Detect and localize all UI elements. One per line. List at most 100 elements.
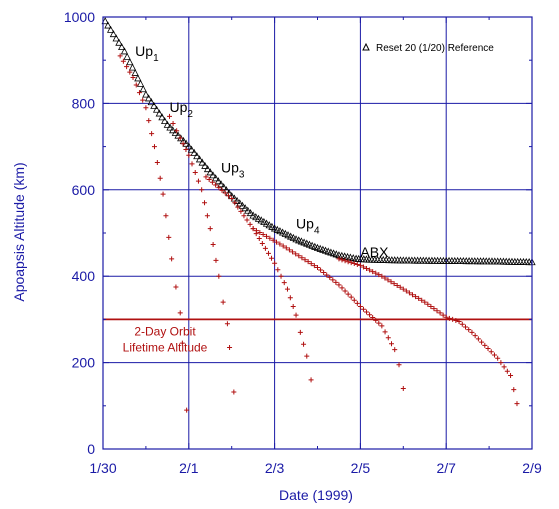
series-3-point-9 — [232, 200, 238, 206]
series-1-point-6 — [136, 90, 142, 96]
series-4-point-36 — [364, 309, 370, 315]
series-4-point-12 — [290, 249, 296, 255]
series-1-point-5 — [133, 82, 139, 88]
series-0-point-18 — [150, 101, 158, 109]
series-3-point-2 — [209, 179, 215, 185]
series-3-point-32 — [304, 353, 310, 359]
series-1-point-9 — [146, 118, 152, 124]
series-3-point-20 — [265, 250, 271, 256]
series-3-point-19 — [262, 245, 268, 251]
series-4-point-41 — [379, 323, 385, 329]
series-4-point-20 — [315, 265, 320, 271]
series-4-point-25 — [330, 277, 336, 283]
reference-line-label-1: Lifetime Altitude — [123, 340, 208, 354]
series-0-point-34 — [193, 152, 201, 160]
series-3-point-14 — [247, 221, 253, 227]
series-0-point-35 — [195, 155, 204, 163]
series-2-point-10 — [199, 187, 205, 193]
series-4-point-29 — [342, 288, 348, 294]
series-5-point-49 — [488, 349, 494, 355]
series-2-point-6 — [186, 152, 192, 158]
series-0-point-19 — [152, 105, 161, 113]
series-2-point-5 — [183, 146, 189, 152]
series-3-point-6 — [222, 190, 228, 196]
series-5-point-38 — [453, 317, 459, 323]
annotation-3: Up4 — [296, 216, 320, 237]
annotation-3-base: Up — [296, 216, 314, 232]
series-2-point-12 — [204, 213, 210, 219]
series-0-point-43 — [217, 180, 225, 188]
series-0-point-38 — [203, 165, 212, 173]
series-1-point-16 — [166, 234, 172, 240]
annotation-1: Up2 — [169, 99, 193, 120]
series-4-point-13 — [293, 251, 299, 257]
series-4-point-15 — [299, 255, 305, 261]
series-0-point-20 — [155, 109, 163, 117]
series-1-point-12 — [154, 159, 160, 165]
series-3-point-25 — [281, 280, 287, 286]
series-2-point-11 — [202, 200, 208, 206]
x-axis-title: Date (1999) — [279, 487, 353, 503]
series-0-point-7 — [120, 47, 129, 55]
series-4-point-17 — [305, 259, 311, 265]
series-5-point-39 — [456, 319, 462, 325]
series-1-point-21 — [184, 407, 190, 413]
series-2-point-3 — [177, 135, 183, 141]
series-5-point-25 — [413, 294, 419, 300]
series-5-point-13 — [376, 272, 382, 278]
series-5-point-4 — [348, 260, 354, 266]
series-3-point-21 — [269, 255, 275, 261]
series-4-point-34 — [357, 303, 363, 309]
series-5-point-47 — [482, 342, 488, 348]
legend: Reset 20 (1/20) Reference — [362, 42, 494, 54]
series-5-point-1 — [339, 257, 345, 263]
series-4-point-24 — [327, 274, 333, 280]
series-5-point-19 — [394, 282, 400, 288]
y-tick-label-4: 800 — [72, 95, 96, 111]
series-5-point-11 — [370, 269, 376, 275]
y-tick-label-1: 200 — [72, 355, 96, 371]
series-5-point-23 — [406, 290, 412, 296]
series-2 — [166, 113, 237, 395]
series-4-point-32 — [351, 297, 357, 303]
series-5-point-34 — [440, 312, 446, 318]
y-tick-label-5: 1000 — [64, 9, 95, 25]
series-5-point-40 — [459, 321, 465, 327]
series-4-point-43 — [385, 335, 391, 341]
series-0-point-50 — [236, 199, 244, 207]
x-tick-label-0: 1/30 — [89, 460, 116, 476]
series-5-point-2 — [342, 258, 348, 264]
annotation-0-subscript: 1 — [153, 53, 159, 64]
series-5-point-30 — [428, 303, 434, 309]
series-0-point-6 — [118, 42, 126, 51]
series-0-point-54 — [246, 209, 255, 217]
series-1-point-3 — [127, 69, 133, 75]
series-4-point-26 — [333, 279, 339, 285]
series-2-point-15 — [213, 257, 219, 263]
series-4-point-6 — [270, 237, 276, 243]
series-5-point-45 — [475, 336, 481, 342]
series-0-point-22 — [161, 116, 169, 125]
series-4-point-47 — [400, 386, 406, 392]
series-4-point-42 — [382, 329, 388, 335]
grid-layer — [103, 17, 532, 449]
series-2-point-18 — [224, 321, 230, 327]
series-3-point-5 — [219, 187, 225, 193]
series-5-point-31 — [431, 306, 437, 312]
reference-line-label-0: 2-Day Orbit — [134, 324, 196, 338]
series-4-point-2 — [257, 230, 263, 236]
series-5-point-17 — [388, 279, 394, 285]
series-4-point-16 — [302, 257, 308, 263]
series-3-point-29 — [293, 312, 299, 318]
series-5-point-26 — [416, 295, 422, 301]
series-3-point-13 — [244, 217, 250, 223]
series-5-point-9 — [364, 265, 370, 271]
series-0-point-5 — [115, 38, 123, 46]
series-5-point-20 — [397, 284, 403, 290]
series-0-point-39 — [206, 168, 214, 176]
annotation-4-base: ABX — [360, 244, 389, 260]
series-5-point-27 — [419, 297, 425, 303]
series-0-point-55 — [249, 211, 257, 219]
series-3-point-17 — [256, 236, 262, 242]
